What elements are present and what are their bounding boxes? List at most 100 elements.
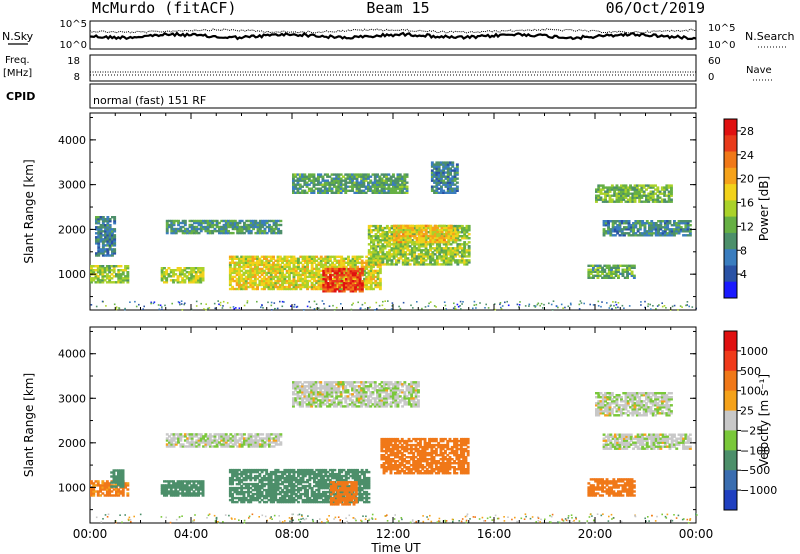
heatmap-cell	[435, 187, 439, 190]
heatmap-cell	[338, 271, 341, 275]
heatmap-cell	[440, 226, 444, 230]
heatmap-cell	[651, 194, 655, 197]
heatmap-cell	[388, 235, 392, 238]
heatmap-cell	[465, 224, 469, 228]
heatmap-cell	[328, 183, 332, 186]
heatmap-cell	[96, 482, 100, 485]
heatmap-cell	[195, 439, 199, 442]
heatmap-cell	[183, 494, 187, 497]
heatmap-cell	[355, 177, 359, 180]
heatmap-cell	[231, 443, 235, 446]
heatmap-cell	[398, 173, 402, 176]
heatmap-cell	[324, 284, 328, 287]
heatmap-cell	[599, 198, 603, 201]
heatmap-cell	[215, 445, 219, 448]
heatmap-cell	[274, 476, 278, 480]
heatmap-cell	[240, 443, 244, 446]
heatmap-cell	[376, 308, 378, 310]
heatmap-cell	[363, 283, 366, 287]
colorbar-tick-label: 24	[740, 149, 754, 162]
heatmap-cell	[429, 243, 432, 246]
heatmap-cell	[447, 234, 451, 238]
heatmap-cell	[627, 228, 631, 231]
heatmap-cell	[381, 239, 385, 242]
heatmap-cell	[413, 243, 417, 246]
heatmap-cell	[645, 222, 649, 225]
heatmap-cell	[344, 187, 348, 190]
heatmap-cell	[224, 443, 228, 446]
heatmap-cell	[353, 257, 357, 260]
heatmap-cell	[235, 261, 239, 264]
heatmap-cell	[108, 238, 112, 241]
heatmap-cell	[608, 196, 612, 199]
heatmap-cell	[228, 480, 232, 484]
heatmap-cell	[199, 277, 203, 280]
heatmap-cell	[388, 226, 392, 230]
heatmap-cell	[313, 300, 316, 303]
heatmap-cell	[451, 249, 455, 252]
heatmap-cell	[285, 285, 289, 289]
heatmap-cell	[402, 226, 405, 230]
heatmap-cell	[394, 177, 398, 180]
heatmap-cell	[454, 234, 458, 238]
heatmap-cell	[260, 468, 264, 472]
heatmap-cell	[338, 281, 341, 285]
heatmap-cell	[447, 247, 451, 250]
heatmap-cell	[636, 228, 640, 231]
heatmap-cell	[251, 488, 255, 492]
heatmap-cell	[112, 488, 116, 491]
heatmap-cell	[113, 303, 116, 306]
heatmap-cell	[640, 196, 644, 199]
heatmap-cell	[659, 220, 663, 223]
heatmap-cell	[643, 224, 647, 227]
heatmap-cell	[163, 494, 166, 497]
heatmap-cell	[378, 189, 382, 192]
heatmap-cell	[233, 257, 237, 260]
heatmap-cell	[183, 231, 187, 235]
heatmap-cell	[363, 277, 366, 281]
heatmap-cell	[465, 229, 469, 232]
heatmap-cell	[460, 255, 464, 258]
heatmap-cell	[378, 287, 382, 291]
heatmap-cell	[183, 486, 187, 489]
heatmap-cell	[453, 175, 457, 178]
heatmap-cell	[260, 269, 264, 273]
heatmap-cell	[101, 277, 105, 280]
heatmap-cell	[194, 480, 198, 483]
heatmap-cell	[322, 263, 325, 267]
heatmap-cell	[294, 179, 298, 182]
heatmap-cell	[455, 181, 459, 184]
heatmap-cell	[238, 285, 241, 289]
heatmap-cell	[249, 279, 253, 283]
heatmap-cell	[617, 188, 621, 191]
heatmap-cell	[353, 259, 357, 262]
noise-sky-trace	[89, 31, 697, 41]
heatmap-cell	[229, 439, 233, 442]
heatmap-cell	[256, 435, 260, 438]
heatmap-cell	[249, 482, 253, 486]
heatmap-cell	[314, 177, 318, 180]
heatmap-cell	[460, 224, 464, 228]
heatmap-cell	[369, 306, 371, 309]
heatmap-cell	[265, 443, 269, 446]
heatmap-cell	[227, 445, 230, 448]
heatmap-cell	[445, 232, 449, 236]
heatmap-cell	[429, 247, 432, 250]
heatmap-cell	[121, 483, 125, 486]
heatmap-cell	[605, 276, 609, 279]
heatmap-cell	[276, 267, 280, 271]
heatmap-cell	[353, 173, 357, 176]
heatmap-cell	[165, 445, 169, 448]
heatmap-cell	[659, 224, 663, 227]
heatmap-cell	[281, 257, 284, 260]
heatmap-cell	[360, 274, 364, 277]
heatmap-cell	[437, 161, 441, 164]
heatmap-cell	[301, 285, 305, 289]
heatmap-cell	[213, 437, 217, 440]
heatmap-cell	[176, 490, 180, 493]
heatmap-cell	[269, 259, 273, 262]
heatmap-cell	[447, 239, 451, 242]
heatmap-cell	[605, 264, 609, 267]
heatmap-cell	[298, 185, 302, 188]
heatmap-cell	[449, 187, 452, 190]
